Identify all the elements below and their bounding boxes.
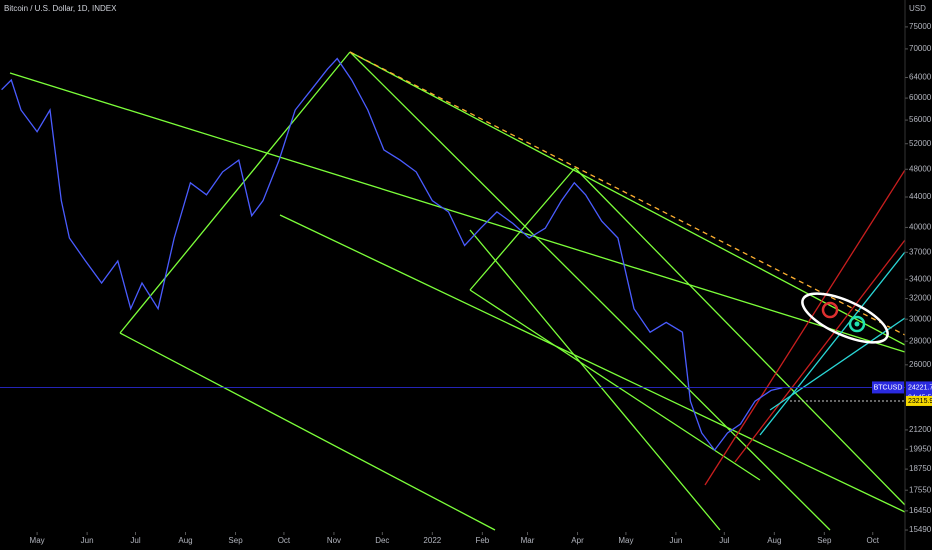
y-tick-label: 17550.00	[909, 485, 932, 494]
marker-red	[821, 301, 839, 319]
y-tick-label: 70000.00	[909, 44, 932, 53]
trend-line	[469, 167, 576, 291]
x-tick-label: Jun	[81, 536, 94, 545]
trend-line	[9, 72, 906, 353]
x-tick-label: Dec	[375, 536, 389, 545]
y-tick-label: 19950.00	[909, 444, 932, 453]
x-tick-label: Sep	[817, 536, 832, 545]
x-tick-label: May	[30, 536, 45, 545]
y-tick-label: 21200.00	[909, 425, 932, 434]
y-tick-label: 60000.00	[909, 93, 932, 102]
channel-line	[759, 251, 906, 436]
x-tick-label: Mar	[521, 536, 535, 545]
series-tag	[872, 381, 904, 394]
y-tick-label: 37000.00	[909, 247, 932, 256]
marked-price-tag	[906, 395, 932, 406]
channel-line	[769, 317, 906, 411]
y-tick-label: 28000.00	[909, 336, 932, 345]
drawings	[9, 51, 906, 531]
y-tick-label: 32000.00	[909, 294, 932, 303]
x-tick-label: Sep	[228, 536, 243, 545]
last-price-label: 24221.79	[908, 384, 932, 391]
currency: USD	[909, 4, 926, 13]
y-tick-label: 56000.00	[909, 115, 932, 124]
x-tick-label: 2022	[423, 536, 441, 545]
y-tick-label: 40000.00	[909, 223, 932, 232]
x-tick-label: Oct	[278, 536, 291, 545]
x-tick-label: Nov	[327, 536, 341, 545]
trend-line	[469, 229, 721, 531]
x-tick-label: Oct	[867, 536, 880, 545]
y-tick-label: 48000.00	[909, 164, 932, 173]
x-tick-label: Jun	[669, 536, 682, 545]
x-tick-label: Feb	[475, 536, 489, 545]
series-tag-label: BTCUSD	[874, 384, 903, 391]
trend-line	[279, 214, 906, 513]
trend-line	[469, 289, 761, 481]
trend-line	[119, 332, 496, 531]
x-tick-label: Jul	[719, 536, 729, 545]
y-tick-label: 30000.00	[909, 314, 932, 323]
x-tick-label: May	[618, 536, 633, 545]
x-tick-label: Jul	[130, 536, 140, 545]
dashed-line	[349, 51, 906, 336]
y-tick-label: 15490.00	[909, 525, 932, 534]
price-line	[1, 57, 783, 452]
y-tick-label: 75000.00	[909, 22, 932, 31]
y-tick-label: 44000.00	[909, 192, 932, 201]
channel-line	[704, 169, 906, 486]
y-tick-label: 34000.00	[909, 274, 932, 283]
y-tick-label: 16450.00	[909, 506, 932, 515]
y-tick-label: 26000.00	[909, 360, 932, 369]
marker-cyan	[848, 315, 866, 333]
x-tick-label: Aug	[178, 536, 192, 545]
y-tick-label: 18750.00	[909, 464, 932, 473]
trend-line	[119, 51, 351, 334]
trend-line	[574, 167, 906, 506]
marked-price-label: 23215.91	[908, 398, 932, 405]
x-tick-label: Apr	[571, 536, 584, 545]
y-tick-label: 64000.00	[909, 73, 932, 82]
highlight-ellipse	[801, 292, 889, 344]
marker-dot	[854, 321, 860, 327]
trend-line	[349, 51, 831, 531]
trend-line	[349, 51, 906, 346]
chart-title: Bitcoin / U.S. Dollar, 1D, INDEX	[4, 4, 117, 13]
channel-line	[734, 239, 906, 463]
y-tick-label: 52000.00	[909, 139, 932, 148]
x-tick-label: Aug	[767, 536, 781, 545]
